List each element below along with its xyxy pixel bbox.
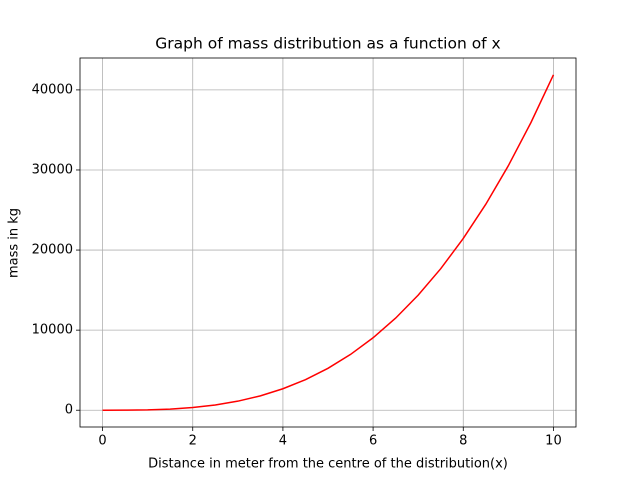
x-tick-label: 0: [98, 434, 106, 449]
y-axis-label: mass in kg: [7, 208, 22, 278]
y-tick-label: 30000: [32, 162, 73, 177]
y-tick-label: 10000: [32, 323, 73, 338]
x-tick-label: 10: [545, 434, 562, 449]
y-tick-label: 20000: [32, 243, 73, 258]
x-tick-label: 2: [189, 434, 197, 449]
data-line: [102, 74, 555, 411]
y-tick-label: 0: [65, 403, 73, 418]
x-tick-label: 6: [369, 434, 377, 449]
x-axis-label: Distance in meter from the centre of the…: [148, 457, 508, 472]
x-tick-label: 8: [459, 434, 467, 449]
x-tick-label: 4: [279, 434, 287, 449]
plot-frame: [79, 57, 577, 428]
chart-title: Graph of mass distribution as a function…: [155, 35, 500, 53]
y-tick-label: 40000: [32, 82, 73, 97]
